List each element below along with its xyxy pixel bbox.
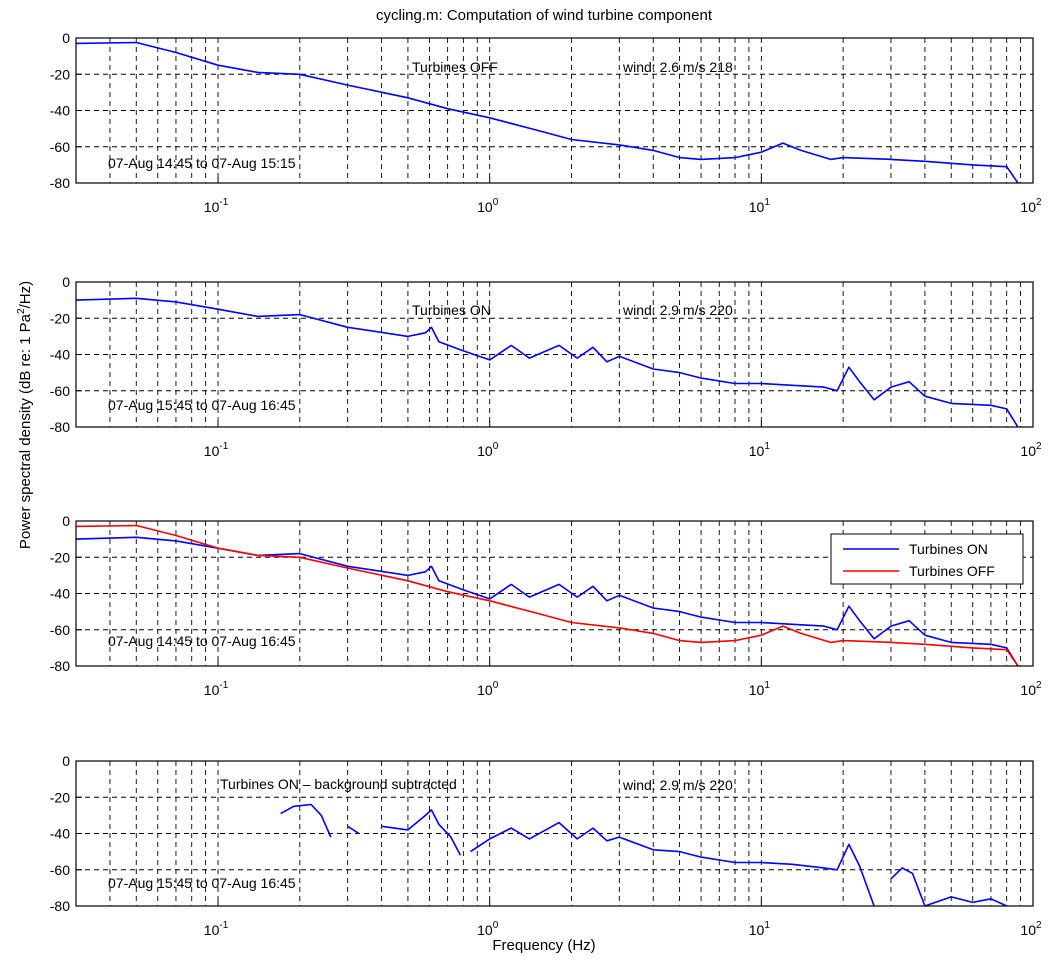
x-tick-label: 10-1	[204, 920, 229, 938]
x-tick-label: 10-1	[204, 680, 229, 698]
y-tick-label: 0	[62, 753, 70, 769]
y-tick-label: -20	[50, 789, 70, 805]
x-tick-label: 100	[477, 920, 499, 938]
x-tick-label: 100	[477, 680, 499, 698]
chart-panel-3: 0 -20 -40 -60 -80 10-1 100 101 102 07-Aug 14:45 t…	[50, 513, 1042, 698]
x-tick-label: 102	[1020, 197, 1042, 215]
annotation: 07-Aug 14:45 to 07-Aug 15:15	[108, 155, 296, 171]
y-tick-label: -40	[50, 826, 70, 842]
y-tick-label: -80	[50, 658, 70, 674]
y-tick-label: 0	[62, 513, 70, 529]
chart-panel-4: 0 -20 -40 -60 -80 10-1 100 101 102 Turbines ON – …	[50, 753, 1042, 938]
legend: Turbines ON Turbines OFF	[830, 533, 1024, 585]
annotation: wind: 2.9 m/s 220	[622, 777, 733, 793]
x-tick-label: 10-1	[204, 441, 229, 459]
series-line-psd	[75, 41, 1019, 184]
annotation: 07-Aug 14:45 to 07-Aug 16:45	[108, 633, 296, 649]
y-tick-label: -40	[50, 347, 70, 363]
series-line-psd	[470, 821, 875, 907]
y-tick-label: -60	[50, 383, 70, 399]
chart-panel-1: 0 -20 -40 -60 -80 10-1 100 101 102 Turbines OFF wi…	[50, 30, 1042, 215]
annotation: 07-Aug 15:45 to 07-Aug 16:45	[108, 397, 296, 413]
y-tick-label: -40	[50, 586, 70, 602]
panels: 0 -20 -40 -60 -80 10-1 100 101 102 Turbines OFF wi…	[50, 30, 1042, 938]
annotation: Turbines ON	[412, 302, 491, 318]
figure-title: cycling.m: Computation of wind turbine c…	[376, 7, 713, 24]
y-tick-label: -20	[50, 66, 70, 82]
grid	[76, 761, 1033, 906]
y-tick-label: -80	[50, 175, 70, 191]
legend-label: Turbines OFF	[909, 563, 995, 579]
y-tick-label: -60	[50, 862, 70, 878]
chart-panel-2: 0 -20 -40 -60 -80 10-1 100 101 102 Turbines ON win…	[50, 274, 1042, 459]
y-tick-label: -80	[50, 419, 70, 435]
x-tick-label: 102	[1020, 441, 1042, 459]
x-tick-label: 101	[749, 920, 771, 938]
x-tick-label: 102	[1020, 920, 1042, 938]
series-line-turbines-on	[75, 536, 1019, 667]
y-tick-label: 0	[62, 30, 70, 46]
annotation: wind: 2.6 m/s 218	[622, 59, 733, 75]
legend-box	[830, 533, 1024, 585]
annotation: Turbines OFF	[412, 59, 498, 75]
y-tick-label: -40	[50, 103, 70, 119]
x-tick-label: 101	[749, 197, 771, 215]
grid	[76, 521, 1033, 666]
x-tick-label: 101	[749, 441, 771, 459]
series-line-psd	[280, 803, 332, 838]
y-tick-label: -20	[50, 310, 70, 326]
x-tick-label: 100	[477, 441, 499, 459]
x-tick-label: 100	[477, 197, 499, 215]
x-tick-label: 10-1	[204, 197, 229, 215]
series-line-turbines-off	[75, 524, 1019, 667]
series-line-psd	[75, 297, 1019, 428]
x-tick-label: 102	[1020, 680, 1042, 698]
y-axis-label: Power spectral density (dB re: 1 Pa2/Hz)	[16, 281, 34, 549]
legend-label: Turbines ON	[909, 541, 988, 557]
x-axis-label: Frequency (Hz)	[492, 937, 595, 954]
y-tick-label: -60	[50, 139, 70, 155]
y-tick-label: -60	[50, 622, 70, 638]
annotation: wind: 2.9 m/s 220	[622, 302, 733, 318]
series-line-psd	[381, 809, 462, 856]
annotation: 07-Aug 15:45 to 07-Aug 16:45	[108, 875, 296, 891]
y-tick-label: -20	[50, 549, 70, 565]
series-line-psd	[890, 867, 1008, 907]
annotation: Turbines ON – background subtracted	[220, 776, 457, 792]
y-tick-label: 0	[62, 274, 70, 290]
series-line-psd	[347, 825, 360, 835]
grid	[76, 282, 1033, 427]
y-tick-label: -80	[50, 898, 70, 914]
x-tick-label: 101	[749, 680, 771, 698]
